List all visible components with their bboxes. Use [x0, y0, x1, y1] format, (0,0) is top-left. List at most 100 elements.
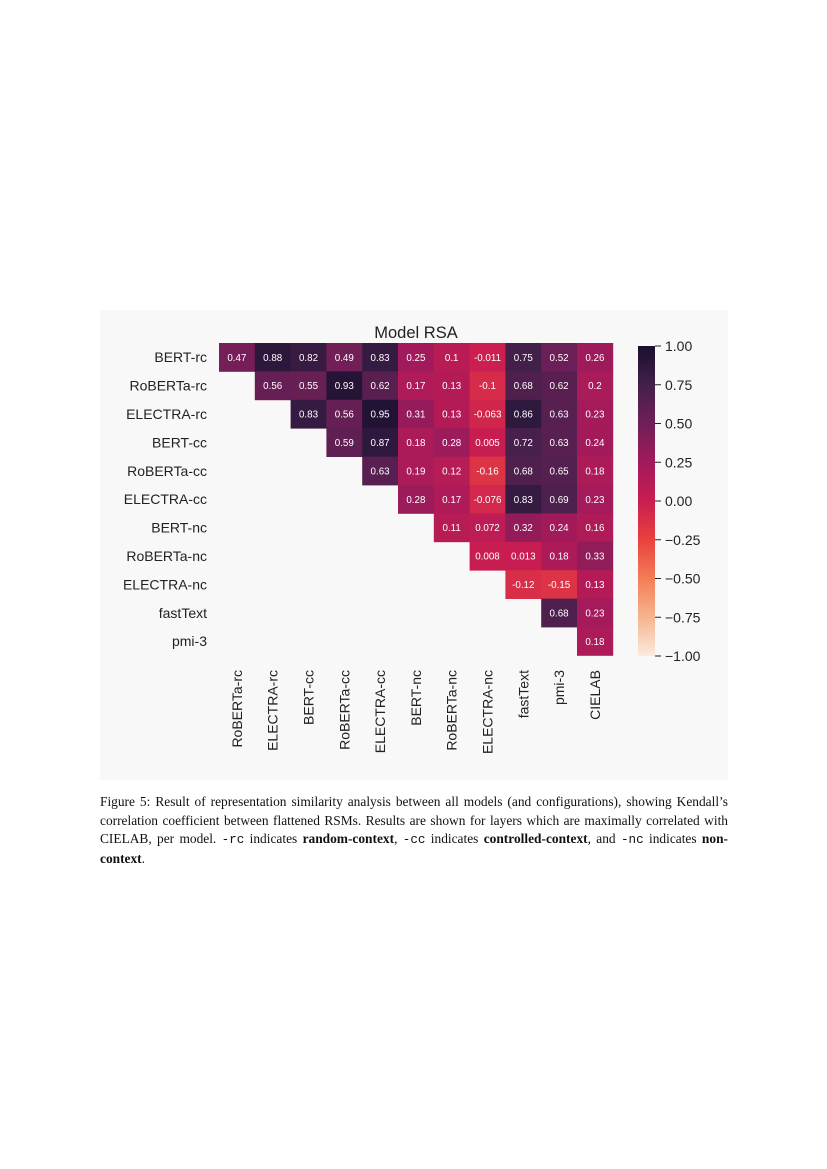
column-label: ELECTRA-nc — [480, 670, 496, 754]
heatmap-cell-label: 0.072 — [475, 523, 500, 534]
heatmap-cell — [433, 485, 470, 514]
column-label: BERT-nc — [408, 670, 424, 726]
colorbar-tick-label: −0.50 — [665, 571, 701, 587]
colorbar-tick-label: 0.50 — [665, 416, 692, 432]
caption-nc-term: non-context — [100, 831, 728, 866]
heatmap-cell-label: 0.19 — [406, 466, 425, 477]
heatmap-cell — [398, 371, 435, 401]
heatmap-cell — [577, 598, 614, 628]
row-label: pmi-3 — [172, 633, 207, 649]
heatmap-cell — [505, 343, 542, 372]
heatmap-cell — [398, 343, 435, 372]
heatmap-cell-label: 0.95 — [371, 410, 391, 421]
column-labels: RoBERTa-rc ELECTRA-rc BERT-cc RoBERTa-cc ELE… — [229, 670, 603, 754]
column-label: RoBERTa-nc — [444, 670, 460, 751]
heatmap-cell-label: 0.18 — [585, 466, 605, 477]
heatmap-cell — [433, 513, 470, 543]
heatmap-cell — [469, 343, 506, 372]
heatmap-cell — [541, 485, 578, 514]
heatmap-cell-label: 0.68 — [550, 608, 570, 619]
row-label: BERT-rc — [154, 349, 207, 365]
heatmap-cell-label: 0.13 — [585, 580, 605, 591]
colorbar-tick-label: −0.75 — [665, 609, 701, 625]
heatmap-cell-label: 0.18 — [406, 438, 426, 449]
heatmap-cell — [326, 343, 363, 372]
caption-nc-code: -nc — [620, 833, 644, 847]
heatmap-cell — [469, 513, 506, 543]
column-label: BERT-cc — [301, 670, 317, 725]
heatmap-cell — [577, 399, 614, 429]
heatmap-cell-label: -0.076 — [474, 495, 502, 506]
heatmap-cell-labels: 0.47 0.88 0.82 0.49 0.83 0.25 0.1 -0.011 0.75 0.5… — [227, 353, 605, 648]
heatmap-cell — [290, 343, 327, 372]
heatmap-cell — [290, 371, 327, 401]
heatmap-cell-label: 0.24 — [550, 523, 570, 534]
column-label: ELECTRA-cc — [372, 670, 388, 753]
heatmap-cell — [398, 428, 435, 457]
heatmap-cell — [505, 570, 542, 599]
caption-rc-term: random-context — [302, 831, 395, 846]
heatmap-cell-label: 0.23 — [585, 410, 605, 421]
heatmap-cell-label: 0.008 — [475, 552, 500, 563]
heatmap-cell-label: 0.16 — [585, 523, 605, 534]
caption-cc-term: controlled-context — [483, 831, 588, 846]
row-label: BERT-cc — [152, 434, 207, 450]
heatmap-cell — [577, 428, 614, 457]
colorbar — [638, 346, 655, 656]
heatmap-cell-label: 0.33 — [585, 552, 605, 563]
heatmap-cell — [505, 513, 542, 543]
caption-cc-code: -cc — [402, 833, 426, 847]
heatmap-cell-label: 0.88 — [263, 353, 283, 364]
heatmap-cell-label: 0.56 — [263, 381, 283, 392]
heatmap-cell — [219, 343, 256, 372]
heatmap-cell-label: 0.11 — [443, 523, 461, 534]
heatmap-cell — [398, 399, 435, 429]
row-label: ELECTRA-rc — [126, 406, 207, 422]
heatmap-cell-label: 0.18 — [585, 637, 605, 648]
heatmap-cell-label: 0.24 — [585, 438, 605, 449]
heatmap-cell-label: 0.86 — [514, 410, 534, 421]
heatmap-cell-label: -0.15 — [548, 580, 571, 591]
heatmap-cell — [577, 541, 614, 571]
heatmap-cell-label: 0.013 — [511, 552, 536, 563]
heatmap-cell-label: 0.65 — [550, 466, 570, 477]
heatmap-cell — [290, 399, 327, 429]
heatmap-cell — [433, 399, 470, 429]
row-label: ELECTRA-nc — [123, 576, 207, 592]
heatmap-cell-label: 0.12 — [442, 466, 461, 477]
heatmap-cell-label: 0.52 — [550, 353, 569, 364]
heatmap-cell — [541, 343, 578, 372]
row-label: RoBERTa-cc — [127, 463, 207, 479]
heatmap-cell-label: 0.83 — [371, 353, 391, 364]
heatmap-cell-label: 0.63 — [550, 410, 570, 421]
heatmap-cell — [433, 456, 470, 486]
heatmap-cell-label: 0.63 — [371, 466, 391, 477]
heatmap-cell — [469, 428, 506, 457]
heatmap-cell-label: 0.56 — [335, 410, 355, 421]
heatmap-cell — [577, 513, 614, 543]
caption-text: indicates — [425, 831, 484, 846]
row-label: RoBERTa-nc — [126, 548, 207, 564]
heatmap-cell-label: 0.13 — [442, 381, 462, 392]
heatmap-cell-label: 0.32 — [514, 523, 533, 534]
column-label: pmi-3 — [551, 670, 567, 705]
heatmap-cell-label: 0.68 — [514, 466, 534, 477]
heatmap-cell-label: -0.1 — [479, 381, 496, 392]
heatmap-cell — [541, 399, 578, 429]
colorbar-tick-label: 0.75 — [665, 377, 692, 393]
heatmap-cell — [326, 371, 363, 401]
row-label: fastText — [159, 605, 207, 621]
heatmap-cell-label: 0.17 — [442, 495, 461, 506]
heatmap-cell — [505, 428, 542, 457]
heatmap-cell-label: 0.23 — [585, 608, 605, 619]
heatmap-cell-label: 0.005 — [475, 438, 500, 449]
caption-text: indicates — [244, 831, 303, 846]
heatmap-cell — [254, 343, 291, 372]
heatmap-cell-label: 0.62 — [371, 381, 390, 392]
heatmap-cell — [362, 371, 399, 401]
heatmap-cell — [541, 371, 578, 401]
heatmap-cell-label: -0.12 — [512, 580, 534, 591]
heatmap-cell — [541, 456, 578, 486]
heatmap-cell-label: 0.75 — [514, 353, 534, 364]
colorbar-tick-label: 0.25 — [665, 454, 692, 470]
